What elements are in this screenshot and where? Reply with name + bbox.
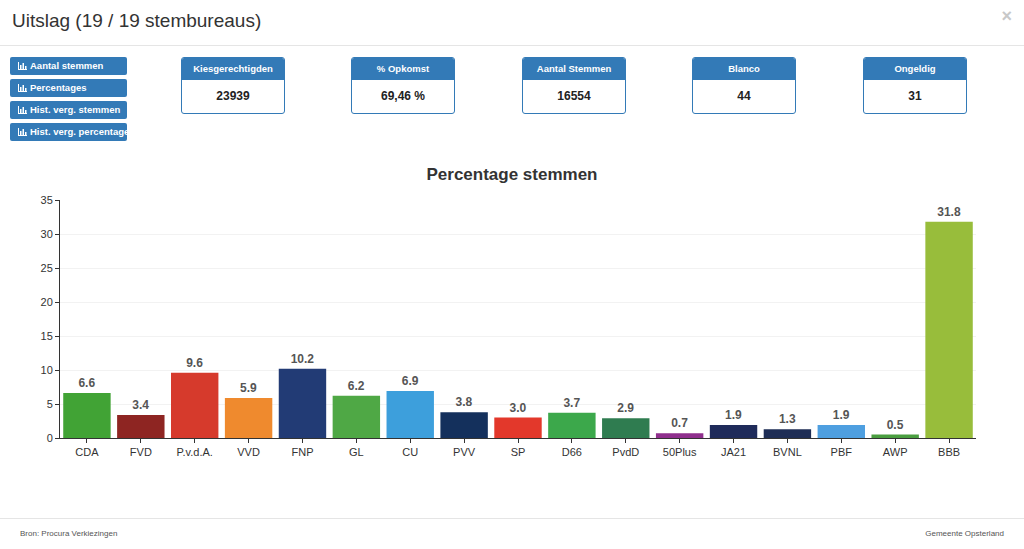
- svg-text:31.8: 31.8: [937, 205, 961, 219]
- svg-text:P.v.d.A.: P.v.d.A.: [177, 446, 213, 458]
- html-text:Aantal Stemmen: Aantal Stemmen: [536, 63, 612, 74]
- svg-text:PVV: PVV: [453, 446, 476, 458]
- svg-text:1.3: 1.3: [779, 412, 796, 426]
- svg-text:5: 5: [47, 398, 53, 410]
- svg-text:FVD: FVD: [130, 446, 152, 458]
- svg-text:CDA: CDA: [75, 446, 99, 458]
- svg-text:6.2: 6.2: [348, 379, 365, 393]
- svg-text:CU: CU: [402, 446, 418, 458]
- svg-text:6.6: 6.6: [78, 376, 95, 390]
- svg-text:3.0: 3.0: [509, 401, 526, 415]
- svg-text:50Plus: 50Plus: [663, 446, 697, 458]
- svg-text:BVNL: BVNL: [773, 446, 802, 458]
- svg-text:0.7: 0.7: [671, 416, 688, 430]
- svg-text:Percentage stemmen: Percentage stemmen: [426, 165, 597, 184]
- html-text:31: 31: [908, 89, 922, 103]
- svg-text:PBF: PBF: [831, 446, 853, 458]
- html-text:Gemeente Opsterland: Gemeente Opsterland: [925, 529, 1004, 538]
- svg-text:3.8: 3.8: [456, 395, 473, 409]
- html-text:Percentages: Percentages: [30, 82, 87, 93]
- html-text:Uitslag (19 / 19 stembureaus): Uitslag (19 / 19 stembureaus): [12, 10, 262, 31]
- svg-text:6.9: 6.9: [402, 374, 419, 388]
- svg-text:JA21: JA21: [721, 446, 746, 458]
- html-text:16554: 16554: [557, 89, 591, 103]
- html-text:Aantal stemmen: Aantal stemmen: [30, 60, 104, 71]
- svg-text:GL: GL: [349, 446, 364, 458]
- html-text:Hist. verg. stemmen: Hist. verg. stemmen: [30, 104, 121, 115]
- svg-text:25: 25: [41, 262, 53, 274]
- svg-text:0: 0: [47, 432, 53, 444]
- html-text:% Opkomst: % Opkomst: [376, 63, 430, 74]
- svg-text:D66: D66: [562, 446, 582, 458]
- svg-text:3.4: 3.4: [132, 398, 149, 412]
- svg-text:1.9: 1.9: [725, 408, 742, 422]
- html-text:Bron: Procura Verkiezingen: Bron: Procura Verkiezingen: [20, 529, 118, 538]
- svg-text:35: 35: [41, 194, 53, 206]
- svg-text:10: 10: [41, 364, 53, 376]
- html-text:44: 44: [737, 89, 751, 103]
- svg-text:SP: SP: [511, 446, 526, 458]
- svg-text:2.9: 2.9: [617, 401, 634, 415]
- html-text:23939: 23939: [216, 89, 250, 103]
- html-text:69,46 %: 69,46 %: [381, 89, 425, 103]
- html-text:Blanco: Blanco: [728, 63, 760, 74]
- svg-text:PvdD: PvdD: [612, 446, 639, 458]
- html-text:Hist. verg. percentages: Hist. verg. percentages: [30, 126, 135, 137]
- html-text:Ongeldig: Ongeldig: [894, 63, 936, 74]
- svg-text:9.6: 9.6: [186, 356, 203, 370]
- svg-text:5.9: 5.9: [240, 381, 257, 395]
- svg-text:0.5: 0.5: [887, 418, 904, 432]
- svg-text:30: 30: [41, 228, 53, 240]
- svg-text:10.2: 10.2: [291, 352, 315, 366]
- svg-text:VVD: VVD: [237, 446, 260, 458]
- svg-text:20: 20: [41, 296, 53, 308]
- svg-text:BBB: BBB: [938, 446, 960, 458]
- svg-text:AWP: AWP: [883, 446, 908, 458]
- svg-text:15: 15: [41, 330, 53, 342]
- html-text:Kiesgerechtigden: Kiesgerechtigden: [193, 63, 273, 74]
- svg-text:3.7: 3.7: [563, 396, 580, 410]
- svg-text:1.9: 1.9: [833, 408, 850, 422]
- svg-text:FNP: FNP: [291, 446, 313, 458]
